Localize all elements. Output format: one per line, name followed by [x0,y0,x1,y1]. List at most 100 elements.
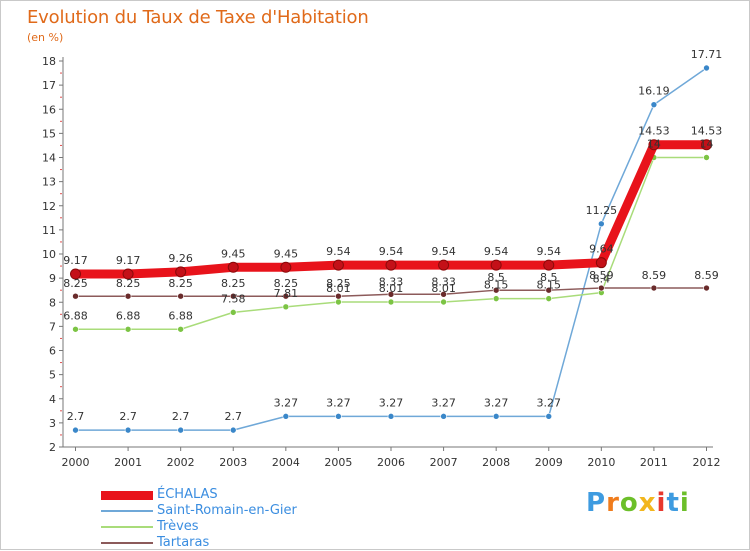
data-label: 6.88 [168,309,193,322]
data-label: 9.17 [116,254,141,267]
chart-legend: ÉCHALAS Saint-Romain-en-Gier Trèves Tartara… [101,487,297,551]
data-point [650,284,658,292]
data-label: 3.27 [431,396,456,409]
data-point [440,298,447,306]
x-tick-label: 2004 [272,456,300,469]
legend-label: Trèves [157,519,199,534]
data-label: 3.27 [484,396,509,409]
data-point [335,298,342,306]
data-label: 3.27 [326,396,351,409]
x-tick-label: 2009 [535,456,563,469]
legend-item: Saint-Romain-en-Gier [101,503,297,519]
data-label: 9.54 [379,245,404,258]
data-label: 2.7 [67,410,85,423]
x-tick-label: 2007 [430,456,458,469]
data-point [280,261,292,273]
data-point [70,268,81,280]
data-point [650,101,658,108]
data-label: 14.53 [638,125,670,138]
data-point [701,139,712,151]
data-point [177,325,184,333]
data-label: 8.15 [484,279,509,292]
data-point [175,266,187,278]
data-label: 9.64 [589,243,614,256]
data-label: 9.54 [537,245,562,258]
data-point [492,286,500,294]
data-point [703,64,710,72]
data-label: 8.15 [537,279,562,292]
data-point [385,259,397,271]
data-point [545,286,553,294]
data-point [490,259,502,271]
x-tick-label: 2003 [219,456,247,469]
data-point [440,290,447,298]
y-tick-label: 11 [42,224,56,237]
data-label: 8.25 [63,277,88,290]
data-point [124,325,132,333]
line-chart: 2 3 4 5 6 7 8 9 10 11 12 13 14 15 16 17 18 2000 2001 2002 20… [42,48,723,469]
legend-label: Saint-Romain-en-Gier [157,503,297,518]
data-label: 14 [700,138,714,151]
data-point [177,426,184,434]
logo-letter: r [606,488,620,518]
x-tick-label: 2010 [587,456,615,469]
data-label: 8.25 [168,277,193,290]
data-label: 3.27 [274,396,299,409]
x-tick-label: 2002 [167,456,195,469]
y-tick-label: 2 [49,441,56,454]
data-label: 8.33 [431,275,456,288]
data-label: 2.7 [119,410,137,423]
legend-swatch [101,510,153,512]
data-point [387,290,395,298]
data-point [543,259,555,271]
data-label: 8.5 [540,271,558,284]
data-label: 14.53 [691,125,723,138]
data-label: 8.5 [487,271,505,284]
data-label: 9.45 [274,247,299,260]
data-label: 7.81 [274,287,299,300]
data-point [332,259,344,271]
data-label: 8.4 [593,273,611,286]
data-point [282,413,290,420]
data-point [387,298,395,306]
data-point [335,413,342,420]
data-point [229,292,237,300]
data-point [229,309,237,316]
data-point [545,413,553,420]
data-label: 6.88 [63,309,88,322]
logo-letter: i [679,488,690,518]
data-label: 8.01 [379,282,404,295]
data-label: 8.01 [431,282,456,295]
data-point [124,426,132,434]
data-point [72,292,79,300]
y-tick-label: 14 [42,152,56,165]
data-label: 9.45 [221,247,246,260]
data-point [282,303,290,311]
data-point [595,257,607,269]
data-label: 8.33 [379,275,404,288]
data-point [282,292,290,300]
logo-letter: P [586,488,607,518]
x-tick-label: 2001 [114,456,142,469]
data-point [72,426,79,434]
data-label: 8.25 [274,277,299,290]
x-tick-label: 2006 [377,456,405,469]
data-label: 8.59 [589,269,614,282]
x-tick-label: 2012 [693,456,721,469]
y-tick-label: 10 [42,248,56,261]
data-label: 16.19 [638,85,670,98]
y-tick-label: 9 [49,272,56,285]
data-point [122,268,134,280]
data-label: 9.26 [168,252,193,265]
y-tick-label: 8 [49,296,56,309]
data-point [440,413,447,420]
data-point [438,259,450,271]
y-tick-label: 17 [42,79,56,92]
legend-item: Trèves [101,519,297,535]
data-point [229,426,237,434]
data-label: 9.17 [63,254,88,267]
chart-title: Evolution du Taux de Taxe d'Habitation [27,7,369,28]
data-point [703,284,710,292]
legend-item: ÉCHALAS [101,487,297,503]
x-tick-label: 2011 [640,456,668,469]
